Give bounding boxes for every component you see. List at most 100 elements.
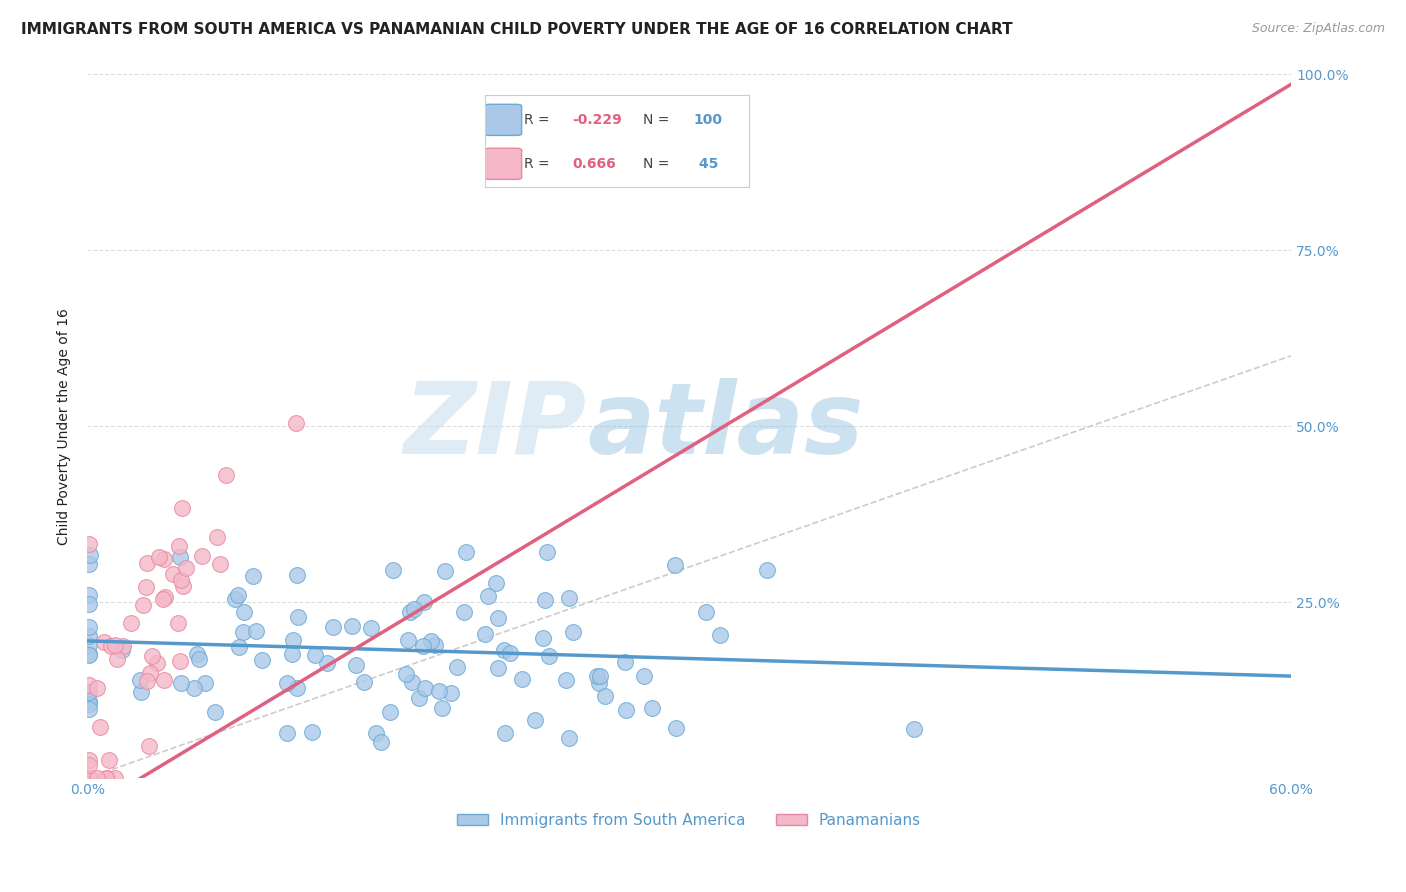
- Point: [77, 758, 100, 772]
- Point: [633, 669, 655, 683]
- Point: [429, 684, 451, 698]
- Point: [423, 638, 446, 652]
- Point: [709, 628, 731, 642]
- Point: [135, 580, 157, 594]
- Point: [453, 605, 475, 619]
- Point: [77, 647, 100, 661]
- Point: [94, 771, 117, 785]
- Point: [191, 549, 214, 564]
- Point: [77, 697, 100, 711]
- Point: [183, 681, 205, 695]
- Point: [204, 705, 226, 719]
- Point: [77, 771, 100, 785]
- Point: [315, 656, 337, 670]
- Point: [93, 635, 115, 649]
- Text: ZIP: ZIP: [404, 377, 586, 475]
- Point: [287, 681, 309, 696]
- Point: [77, 684, 100, 698]
- Point: [285, 416, 308, 430]
- Point: [413, 681, 436, 695]
- Point: [555, 673, 578, 687]
- Point: [585, 669, 607, 683]
- Point: [86, 771, 108, 785]
- Point: [340, 619, 363, 633]
- Point: [214, 467, 236, 482]
- Point: [454, 545, 477, 559]
- Point: [285, 567, 308, 582]
- Point: [170, 501, 193, 516]
- Point: [194, 676, 217, 690]
- Point: [77, 629, 100, 643]
- Point: [77, 702, 100, 716]
- Point: [153, 673, 176, 687]
- Point: [77, 557, 100, 571]
- Point: [77, 753, 100, 767]
- Text: atlas: atlas: [586, 377, 863, 475]
- Point: [224, 592, 246, 607]
- Point: [77, 648, 100, 662]
- Point: [153, 551, 176, 566]
- Point: [640, 701, 662, 715]
- Point: [510, 673, 533, 687]
- Point: [364, 726, 387, 740]
- Point: [695, 605, 717, 619]
- Point: [104, 771, 127, 785]
- Point: [477, 589, 499, 603]
- Point: [394, 666, 416, 681]
- Y-axis label: Child Poverty Under the Age of 16: Child Poverty Under the Age of 16: [58, 308, 72, 544]
- Point: [380, 705, 402, 719]
- Point: [146, 657, 169, 671]
- Point: [155, 590, 177, 604]
- Point: [446, 660, 468, 674]
- Point: [89, 720, 111, 734]
- Point: [228, 640, 250, 655]
- Point: [208, 557, 231, 571]
- Point: [148, 549, 170, 564]
- Point: [141, 649, 163, 664]
- Point: [77, 677, 100, 691]
- Point: [98, 752, 121, 766]
- Point: [207, 530, 229, 544]
- Point: [557, 591, 579, 606]
- Point: [360, 621, 382, 635]
- Point: [420, 634, 443, 648]
- Point: [242, 569, 264, 583]
- Point: [353, 675, 375, 690]
- Point: [614, 703, 637, 717]
- Point: [613, 656, 636, 670]
- Point: [174, 561, 197, 575]
- Point: [474, 627, 496, 641]
- Point: [132, 599, 155, 613]
- Point: [304, 648, 326, 663]
- Point: [232, 605, 254, 619]
- Legend: Immigrants from South America, Panamanians: Immigrants from South America, Panamania…: [451, 806, 927, 834]
- Point: [172, 579, 194, 593]
- Point: [593, 690, 616, 704]
- Point: [664, 558, 686, 572]
- Point: [396, 632, 419, 647]
- Point: [408, 690, 430, 705]
- Point: [276, 675, 298, 690]
- Point: [524, 714, 547, 728]
- Point: [77, 694, 100, 708]
- Point: [433, 564, 456, 578]
- Point: [77, 588, 100, 602]
- Point: [536, 545, 558, 559]
- Point: [167, 539, 190, 553]
- Point: [186, 647, 208, 661]
- Text: IMMIGRANTS FROM SOUTH AMERICA VS PANAMANIAN CHILD POVERTY UNDER THE AGE OF 16 CO: IMMIGRANTS FROM SOUTH AMERICA VS PANAMAN…: [21, 22, 1012, 37]
- Point: [322, 620, 344, 634]
- Point: [139, 666, 162, 681]
- Point: [120, 616, 142, 631]
- Text: Source: ZipAtlas.com: Source: ZipAtlas.com: [1251, 22, 1385, 36]
- Point: [283, 632, 305, 647]
- Point: [485, 575, 508, 590]
- Point: [129, 685, 152, 699]
- Point: [287, 609, 309, 624]
- Point: [111, 643, 134, 657]
- Point: [152, 591, 174, 606]
- Point: [486, 611, 509, 625]
- Point: [538, 648, 561, 663]
- Point: [167, 616, 190, 631]
- Point: [170, 573, 193, 587]
